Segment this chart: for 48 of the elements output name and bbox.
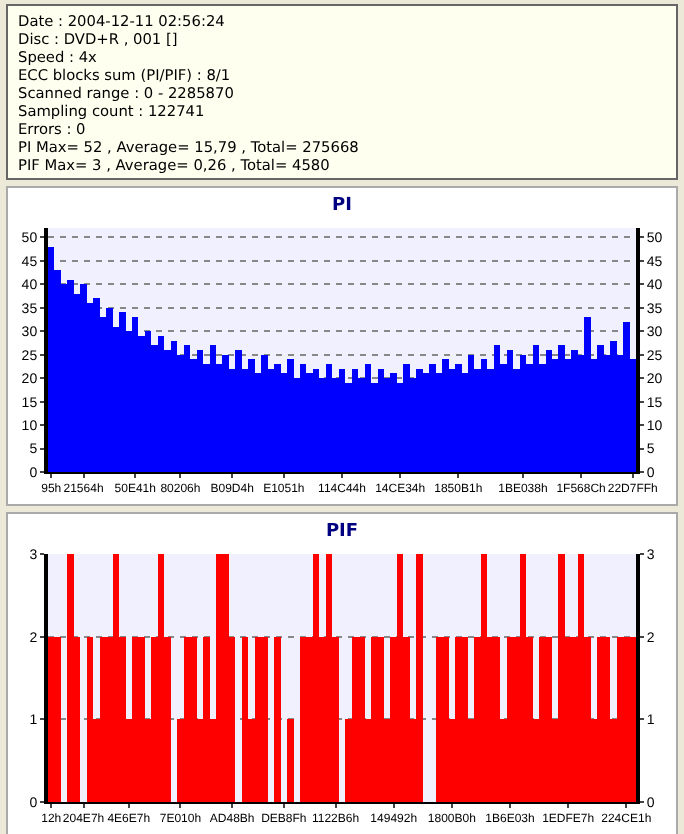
bar xyxy=(48,246,55,472)
bar xyxy=(577,554,585,802)
bar xyxy=(54,636,61,802)
bar xyxy=(222,554,229,802)
bar xyxy=(539,636,546,802)
bar xyxy=(597,636,604,802)
bar xyxy=(493,636,501,802)
bar xyxy=(461,636,468,802)
bar xyxy=(616,636,624,802)
bar xyxy=(506,636,514,802)
bar xyxy=(545,636,552,802)
bar xyxy=(254,636,262,802)
bar xyxy=(300,636,307,802)
bar xyxy=(351,636,359,802)
bar xyxy=(377,636,384,802)
bar xyxy=(416,554,423,802)
bar xyxy=(112,554,120,802)
bar xyxy=(584,317,591,472)
bar xyxy=(396,554,404,802)
bar xyxy=(455,636,462,802)
bar xyxy=(48,636,55,802)
chart-title: PIF xyxy=(325,522,359,543)
bar xyxy=(216,554,223,802)
bar xyxy=(132,636,139,802)
bar xyxy=(287,719,294,802)
bar xyxy=(99,636,107,802)
bar xyxy=(203,636,210,802)
bar xyxy=(629,636,636,802)
bar xyxy=(358,636,365,802)
bar xyxy=(86,636,94,802)
chart-title: PI xyxy=(332,196,352,217)
bar xyxy=(241,636,249,802)
bar xyxy=(190,636,197,802)
bar xyxy=(435,636,443,802)
bar xyxy=(312,554,320,802)
bar xyxy=(67,554,74,802)
bar xyxy=(274,636,281,802)
bar xyxy=(371,636,378,802)
bar xyxy=(325,554,333,802)
bar xyxy=(480,554,488,802)
bar xyxy=(261,636,268,802)
bar xyxy=(519,554,527,802)
bar xyxy=(558,554,565,802)
bar xyxy=(138,636,145,802)
bar xyxy=(442,636,449,802)
bar xyxy=(603,636,611,802)
bar xyxy=(183,636,191,802)
bar xyxy=(157,554,165,802)
